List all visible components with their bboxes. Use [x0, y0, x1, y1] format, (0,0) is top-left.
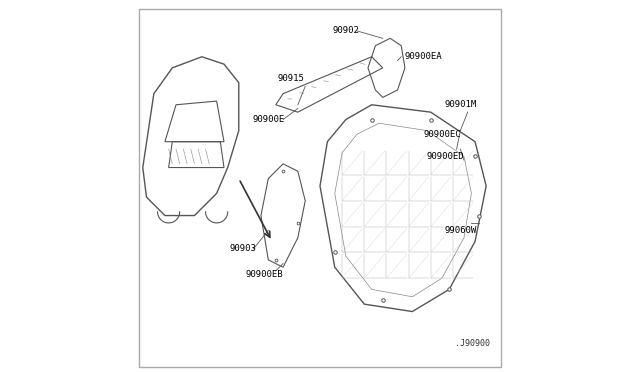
- Text: 90900EA: 90900EA: [405, 52, 442, 61]
- Text: 90901M: 90901M: [444, 100, 476, 109]
- Text: 99060W: 99060W: [444, 226, 476, 235]
- Text: 90900EC: 90900EC: [423, 130, 461, 139]
- Text: 90903: 90903: [229, 244, 256, 253]
- Text: 90902: 90902: [332, 26, 359, 35]
- Text: .J90900: .J90900: [455, 340, 490, 349]
- Text: 90915: 90915: [277, 74, 304, 83]
- Text: 90900E: 90900E: [252, 115, 284, 124]
- Text: 90900EB: 90900EB: [246, 270, 284, 279]
- Text: 90900ED: 90900ED: [427, 152, 465, 161]
